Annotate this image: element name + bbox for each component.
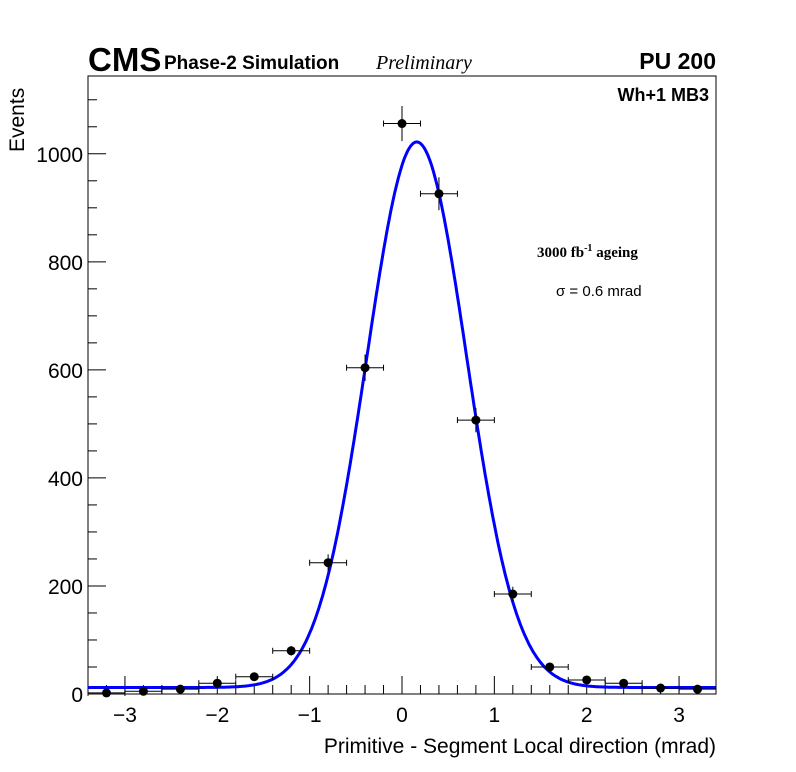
data-marker xyxy=(434,189,444,199)
ageing-text: 3000 fb xyxy=(537,245,584,261)
data-marker xyxy=(693,684,703,694)
x-tick-label: −2 xyxy=(205,704,229,727)
data-point xyxy=(419,177,458,211)
subtitle-label: Phase-2 Simulation xyxy=(164,53,339,74)
region-label: Wh+1 MB3 xyxy=(617,85,709,105)
data-point xyxy=(161,684,200,694)
cms-label: CMS xyxy=(88,41,161,78)
y-tick-label: 600 xyxy=(48,360,83,383)
preliminary-label: Preliminary xyxy=(375,52,472,74)
data-marker xyxy=(656,683,666,693)
data-point xyxy=(309,554,348,572)
y-tick-label: 0 xyxy=(71,684,83,707)
data-point xyxy=(530,662,569,672)
ageing-suffix: ageing xyxy=(592,245,638,261)
ageing-annotation: 3000 fb-1 ageing xyxy=(537,243,638,261)
data-point xyxy=(235,672,274,682)
data-marker xyxy=(582,675,592,685)
data-point xyxy=(272,645,311,656)
data-marker xyxy=(212,678,222,688)
x-tick-label: −1 xyxy=(298,704,322,727)
data-marker xyxy=(249,672,259,682)
data-point xyxy=(87,688,126,698)
data-marker xyxy=(619,678,629,688)
y-tick-label: 400 xyxy=(48,468,83,491)
pileup-label: PU 200 xyxy=(639,48,716,74)
fit-curve xyxy=(88,140,716,689)
data-point xyxy=(346,354,385,381)
data-marker xyxy=(545,662,555,672)
data-marker xyxy=(138,686,148,696)
x-tick-label: 3 xyxy=(673,704,685,727)
data-marker xyxy=(397,119,407,129)
data-marker xyxy=(323,558,333,568)
data-point xyxy=(493,586,532,602)
x-tick-label: 1 xyxy=(489,704,501,727)
data-point xyxy=(198,678,237,688)
y-tick-label: 200 xyxy=(48,576,83,599)
data-point xyxy=(456,407,495,433)
data-marker xyxy=(286,646,296,656)
data-point xyxy=(641,683,680,693)
data-marker xyxy=(101,688,111,698)
data-marker xyxy=(360,363,370,373)
data-point xyxy=(124,686,163,696)
sigma-annotation: σ = 0.6 mrad xyxy=(556,283,642,300)
data-marker xyxy=(508,589,518,599)
data-marker xyxy=(471,415,481,425)
y-axis-label: Events xyxy=(6,88,29,152)
x-tick-label: 0 xyxy=(396,704,408,727)
y-tick-label: 800 xyxy=(48,252,83,275)
data-point xyxy=(678,684,717,694)
x-axis-label: Primitive - Segment Local direction (mra… xyxy=(324,735,716,758)
y-tick-label: 1000 xyxy=(36,144,83,167)
x-tick-label: 2 xyxy=(581,704,593,727)
data-point xyxy=(383,105,421,142)
ageing-sup: -1 xyxy=(584,243,592,254)
data-marker xyxy=(175,684,185,694)
data-point xyxy=(567,675,606,685)
x-tick-label: −3 xyxy=(113,704,137,727)
